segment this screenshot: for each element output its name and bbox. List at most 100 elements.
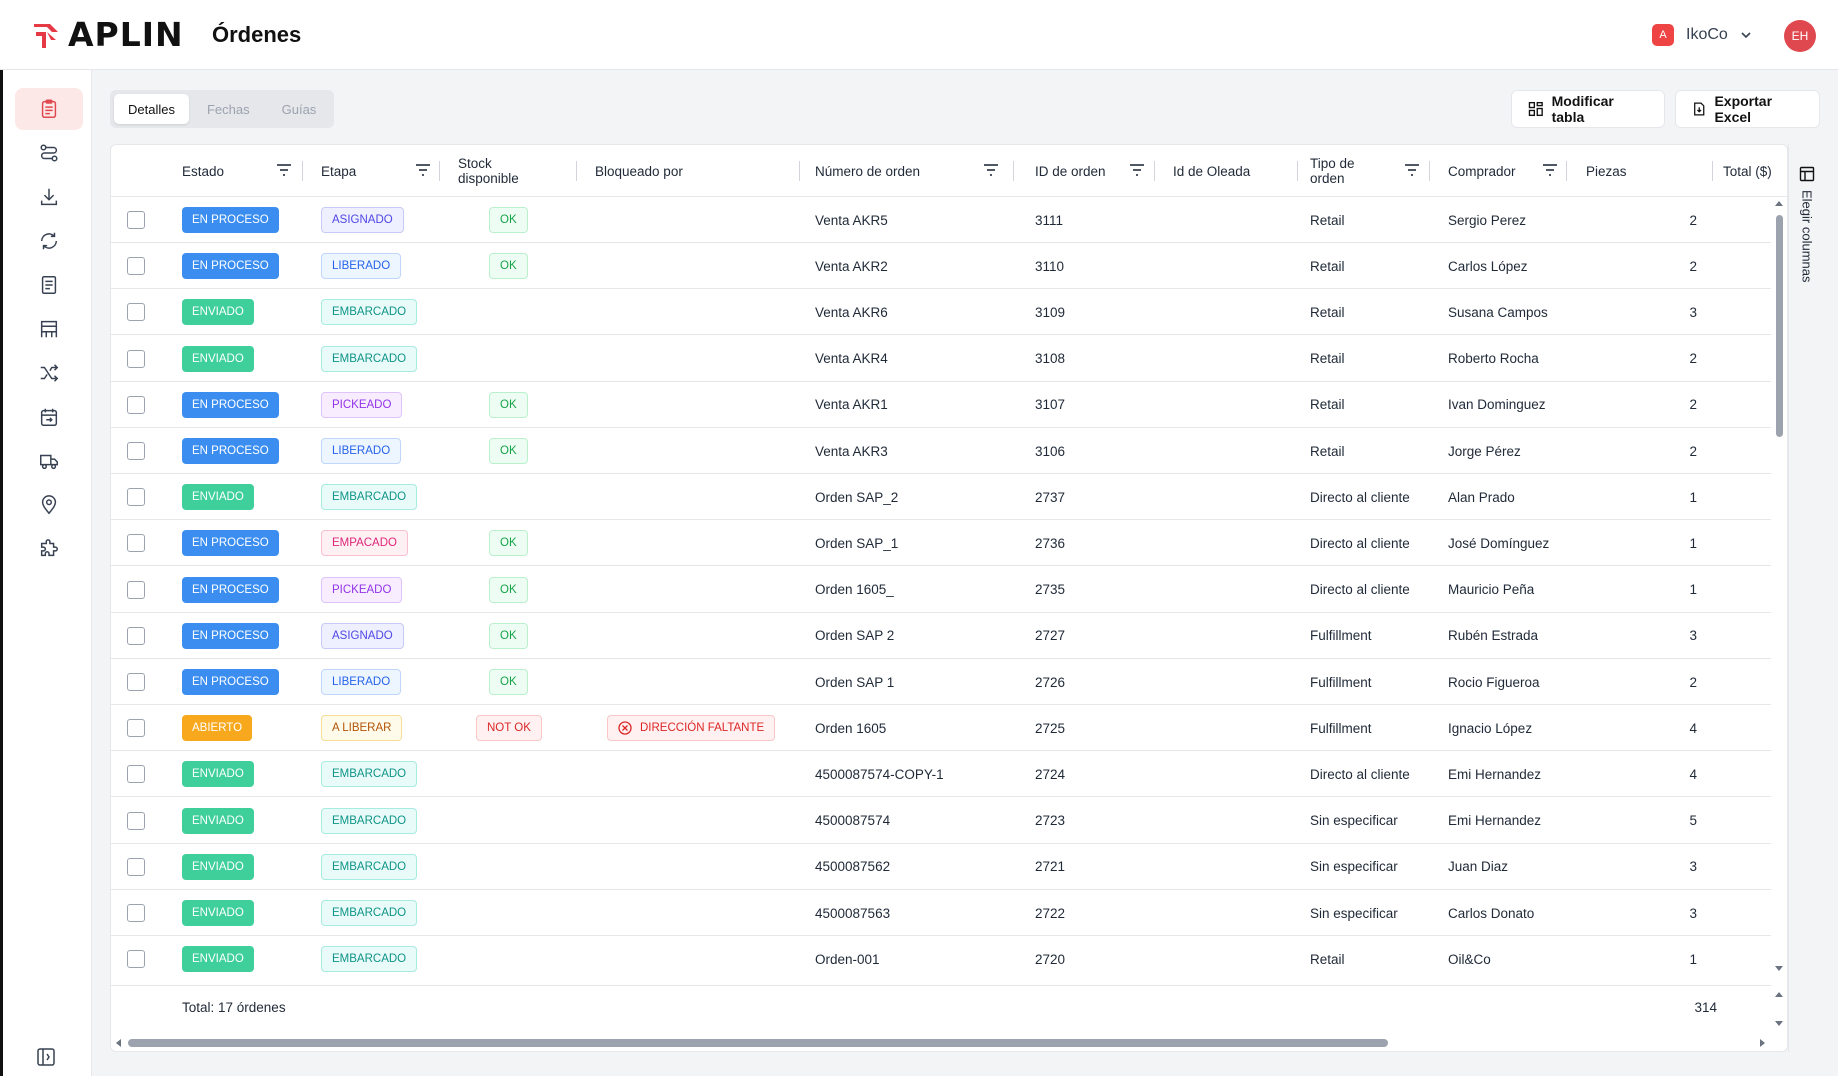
order-number[interactable]: Orden 1605_ <box>815 582 894 598</box>
order-number[interactable]: Orden 1605 <box>815 720 887 736</box>
row-checkbox[interactable] <box>127 580 145 599</box>
row-checkbox[interactable] <box>127 211 145 229</box>
col-etapa[interactable]: Etapa <box>321 145 451 197</box>
row-checkbox[interactable] <box>127 673 145 691</box>
table-row[interactable]: EN PROCESO EMPACADO OK Orden SAP_1 2736 Direc… <box>111 520 1771 567</box>
vertical-scrollbar[interactable] <box>1771 197 1787 977</box>
order-number[interactable]: Orden SAP_2 <box>815 489 899 505</box>
horizontal-scroll-thumb[interactable] <box>128 1039 1388 1047</box>
table-row[interactable]: EN PROCESO PICKEADO OK Venta AKR1 3107 Retail… <box>111 382 1771 428</box>
sidebar-item-locations[interactable] <box>15 484 83 526</box>
table-row[interactable]: ENVIADO EMBARCADO Venta AKR4 3108 Retail Robe… <box>111 336 1771 382</box>
row-checkbox[interactable] <box>127 811 145 830</box>
row-checkbox[interactable] <box>127 395 145 414</box>
filter-icon[interactable] <box>1404 163 1420 177</box>
scroll-left-arrow-icon[interactable] <box>114 1038 122 1048</box>
col-numero[interactable]: Número de orden <box>815 145 1020 197</box>
table-row[interactable]: EN PROCESO ASIGNADO OK Venta AKR5 3111 Retail… <box>111 197 1771 243</box>
aplin-logo[interactable]: APLIN <box>30 17 184 53</box>
sidebar-item-documents[interactable] <box>15 264 83 306</box>
table-row[interactable]: EN PROCESO ASIGNADO OK Orden SAP 2 2727 Fulfi… <box>111 613 1771 659</box>
row-checkbox[interactable] <box>127 857 145 876</box>
modify-table-button[interactable]: Modificar tabla <box>1511 90 1665 128</box>
row-checkbox[interactable] <box>127 765 145 784</box>
row-checkbox[interactable] <box>127 488 145 507</box>
scroll-up-arrow-icon[interactable] <box>1774 199 1784 207</box>
order-number[interactable]: Orden SAP 2 <box>815 628 895 644</box>
scroll-right-arrow-icon[interactable] <box>1759 1038 1767 1048</box>
row-checkbox[interactable] <box>127 257 145 276</box>
row-checkbox[interactable] <box>127 349 145 368</box>
table-row[interactable]: ENVIADO EMBARCADO Venta AKR6 3109 Retail Susa… <box>111 289 1771 336</box>
col-comprador[interactable]: Comprador <box>1448 145 1578 197</box>
table-row[interactable]: ENVIADO EMBARCADO 4500087574 2723 Sin especi… <box>111 798 1771 844</box>
col-piezas[interactable]: Piezas <box>1586 145 1716 197</box>
col-id[interactable]: ID de orden <box>1035 145 1160 197</box>
tab-detalles[interactable]: Detalles <box>114 94 189 124</box>
col-bloqueado[interactable]: Bloqueado por <box>595 145 805 197</box>
table-row[interactable]: ENVIADO EMBARCADO 4500087563 2722 Sin especi… <box>111 890 1771 936</box>
row-checkbox[interactable] <box>127 534 145 553</box>
row-checkbox[interactable] <box>127 950 145 969</box>
order-number[interactable]: 4500087574-COPY-1 <box>815 766 944 782</box>
col-tipo[interactable]: Tipo de orden <box>1310 145 1440 197</box>
col-stock[interactable]: Stock disponible <box>458 145 578 197</box>
sidebar-item-inbound[interactable] <box>15 176 83 218</box>
order-number[interactable]: 4500087562 <box>815 859 891 875</box>
footer-scroll-down-icon[interactable] <box>1774 1020 1784 1028</box>
sidebar-item-schedule[interactable] <box>15 396 83 438</box>
row-checkbox[interactable] <box>127 626 145 645</box>
table-row[interactable]: EN PROCESO LIBERADO OK Orden SAP 1 2726 Fulfi… <box>111 659 1771 705</box>
col-oleada[interactable]: Id de Oleada <box>1173 145 1303 197</box>
vertical-scroll-thumb[interactable] <box>1776 215 1783 437</box>
table-row[interactable]: ENVIADO EMBARCADO 4500087562 2721 Sin especi… <box>111 844 1771 890</box>
sidebar-collapse-button[interactable] <box>36 1047 56 1072</box>
org-selector[interactable]: A IkoCo <box>1652 24 1752 46</box>
filter-icon[interactable] <box>983 163 999 177</box>
order-number[interactable]: Venta AKR6 <box>815 304 888 320</box>
scroll-down-arrow-icon[interactable] <box>1774 965 1784 973</box>
table-row[interactable]: ENVIADO EMBARCADO Orden-001 2720 Retail Oil&C… <box>111 936 1771 977</box>
order-number[interactable]: Orden SAP_1 <box>815 535 899 551</box>
sidebar-item-integrations[interactable] <box>15 528 83 570</box>
footer-scroll-up-icon[interactable] <box>1774 990 1784 998</box>
order-number[interactable]: Venta AKR1 <box>815 397 888 413</box>
row-checkbox[interactable] <box>127 719 145 738</box>
table-row[interactable]: EN PROCESO LIBERADO OK Venta AKR2 3110 Retail… <box>111 243 1771 290</box>
sidebar-item-flow[interactable] <box>15 132 83 174</box>
order-number[interactable]: Venta AKR3 <box>815 443 888 459</box>
filter-icon[interactable] <box>276 163 292 177</box>
order-number[interactable]: 4500087574 <box>815 813 891 829</box>
order-number[interactable]: 4500087563 <box>815 905 891 921</box>
row-checkbox[interactable] <box>127 904 145 922</box>
table-row[interactable]: ENVIADO EMBARCADO Orden SAP_2 2737 Directo a… <box>111 474 1771 521</box>
filter-icon[interactable] <box>1129 163 1145 177</box>
row-checkbox[interactable] <box>127 442 145 460</box>
tab-fechas[interactable]: Fechas <box>206 101 250 117</box>
export-excel-button[interactable]: Exportar Excel <box>1675 90 1820 128</box>
order-number[interactable]: Orden SAP 1 <box>815 674 895 690</box>
sidebar-item-transfers[interactable] <box>15 352 83 394</box>
table-row[interactable]: EN PROCESO PICKEADO OK Orden 1605_ 2735 Direc… <box>111 567 1771 613</box>
order-number[interactable]: Venta AKR2 <box>815 258 888 274</box>
order-number[interactable]: Venta AKR4 <box>815 351 888 367</box>
filter-icon[interactable] <box>415 163 431 177</box>
order-number[interactable]: Orden-001 <box>815 951 880 967</box>
sidebar-item-orders[interactable] <box>15 88 83 130</box>
choose-columns-toggle[interactable]: Elegir columnas <box>1790 166 1824 283</box>
order-id: 3110 <box>1035 258 1065 274</box>
table-row[interactable]: ENVIADO EMBARCADO 4500087574-COPY-1 2724 Dir… <box>111 751 1771 798</box>
row-checkbox[interactable] <box>127 303 145 322</box>
avatar[interactable]: EH <box>1784 20 1816 52</box>
filter-icon[interactable] <box>1542 163 1558 177</box>
order-number[interactable]: Venta AKR5 <box>815 212 888 228</box>
table-row[interactable]: ABIERTO A LIBERAR NOT OK DIRECCIÓN FALTANTE… <box>111 705 1771 752</box>
sidebar-item-shipping[interactable] <box>15 440 83 482</box>
col-estado[interactable]: Estado <box>182 145 312 197</box>
sidebar-item-warehouse[interactable] <box>15 308 83 350</box>
horizontal-scrollbar[interactable] <box>111 1033 1771 1051</box>
col-total[interactable]: Total ($) <box>1723 145 1787 197</box>
tab-guias[interactable]: Guías <box>281 101 317 117</box>
sidebar-item-returns[interactable] <box>15 220 83 262</box>
table-row[interactable]: EN PROCESO LIBERADO OK Venta AKR3 3106 Retail… <box>111 428 1771 474</box>
